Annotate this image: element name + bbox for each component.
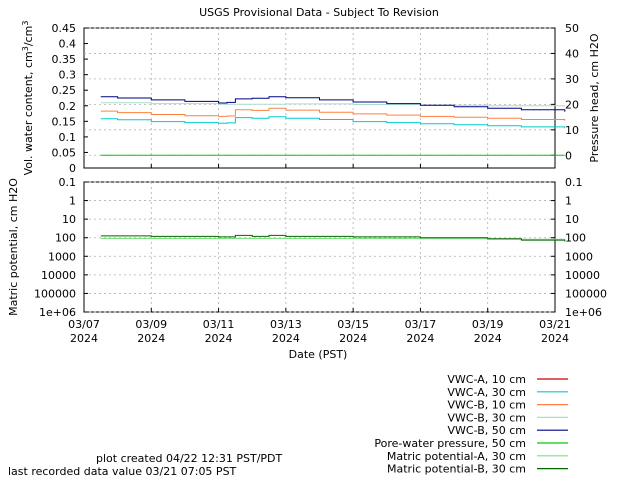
legend-label: VWC-A, 30 cm — [447, 386, 526, 399]
top-y-axis-label: Vol. water content, cm3/cm3 — [21, 21, 35, 176]
top-series-group — [100, 96, 566, 156]
x-tick-label-year: 2024 — [272, 332, 300, 345]
top-y2-tick-label: 10 — [565, 124, 579, 137]
top-y-tick-label: 0.3 — [59, 69, 77, 82]
legend-label: VWC-B, 30 cm — [448, 411, 526, 424]
legend-label: Matric potential-A, 30 cm — [387, 450, 526, 463]
bottom-y-tick-label: 1e+06 — [39, 306, 76, 319]
bottom-y-tick-label: 1 — [69, 195, 76, 208]
top-y-tick-label: 0.1 — [59, 131, 77, 144]
series-vwc-b-30-cm — [100, 102, 566, 107]
x-tick-label-date: 03/21 — [539, 318, 571, 331]
x-tick-label-year: 2024 — [474, 332, 502, 345]
bottom-series-group — [100, 234, 566, 242]
bottom-y-tick-label: 10 — [62, 213, 76, 226]
bottom-y-tick-label: 100000 — [34, 287, 76, 300]
bottom-y-tick-label-right: 0.1 — [565, 176, 583, 189]
x-tick-label-date: 03/17 — [405, 318, 437, 331]
series-matric-potential-b-30-cm — [100, 234, 566, 242]
last-recorded-note: last recorded data value 03/21 07:05 PST — [8, 465, 237, 478]
bottom-y-tick-label-right: 1000 — [565, 250, 593, 263]
x-tick-label-year: 2024 — [137, 332, 165, 345]
top-y-tick-label: 0 — [69, 162, 76, 175]
x-tick-label-year: 2024 — [541, 332, 569, 345]
top-y-tick-label: 0.45 — [52, 22, 77, 35]
x-tick-label-date: 03/15 — [337, 318, 369, 331]
bottom-grid — [83, 181, 556, 313]
top-y-tick-label: 0.05 — [52, 146, 77, 159]
series-vwc-b-10-cm — [100, 107, 566, 121]
bottom-y-tick-label-right: 1e+06 — [565, 306, 602, 319]
chart-title: USGS Provisional Data - Subject To Revis… — [199, 6, 439, 19]
legend-label: Matric potential-B, 30 cm — [387, 463, 526, 476]
top-y2-tick-label: 40 — [565, 47, 579, 60]
top-y2-tick-label: 20 — [565, 98, 579, 111]
top-y-axis: 0 0.05 0.1 0.15 0.2 0.25 0.3 0.35 0.4 0.45 — [52, 22, 88, 175]
top-y-tick-label: 0.25 — [52, 84, 77, 97]
bottom-y-tick-label: 0.1 — [59, 176, 77, 189]
bottom-y-tick-label-right: 100000 — [565, 287, 607, 300]
legend-label: VWC-B, 10 cm — [448, 399, 526, 412]
top-y2-tick-label: 30 — [565, 73, 579, 86]
top-y-tick-label: 0.4 — [59, 38, 77, 51]
top-y-tick-label: 0.2 — [59, 100, 77, 113]
bottom-y-tick-label-right: 1 — [565, 195, 572, 208]
x-axis-label: Date (PST) — [289, 348, 348, 361]
series-vwc-b-50-cm — [100, 96, 566, 112]
x-tick-label-year: 2024 — [339, 332, 367, 345]
x-tick-label-date: 03/19 — [472, 318, 504, 331]
bottom-plot-area — [83, 181, 556, 313]
bottom-y-tick-label: 1000 — [48, 250, 76, 263]
top-y2-axis-label: Pressure head, cm H2O — [588, 33, 601, 162]
bottom-y-tick-label-right: 100 — [565, 232, 586, 245]
x-tick-label-date: 03/13 — [270, 318, 302, 331]
bottom-y-axis-label: Matric potential, cm H2O — [7, 178, 20, 316]
legend-label: VWC-A, 10 cm — [447, 373, 526, 386]
top-y-tick-label: 0.35 — [52, 53, 77, 66]
x-tick-label-year: 2024 — [406, 332, 434, 345]
bottom-y-tick-label-right: 10000 — [565, 269, 600, 282]
bottom-y-axis: 0.1 0.1 1 1 10 10 100 100 1000 1000 10000 10000 1000… — [34, 176, 607, 319]
top-y2-tick-label: 0 — [565, 149, 572, 162]
x-tick-label-year: 2024 — [205, 332, 233, 345]
bottom-y-tick-label-right: 10 — [565, 213, 579, 226]
plot-created-note: plot created 04/22 12:31 PST/PDT — [96, 452, 283, 465]
x-tick-label-date: 03/07 — [68, 318, 100, 331]
x-axis: 03/07202403/09202403/11202403/13202403/1… — [68, 318, 571, 345]
legend-label: Pore-water pressure, 50 cm — [374, 437, 526, 450]
x-tick-label-year: 2024 — [70, 332, 98, 345]
bottom-y-tick-label: 100 — [55, 232, 76, 245]
x-tick-label-date: 03/09 — [135, 318, 167, 331]
top-y2-axis: 0 10 20 30 40 50 — [551, 22, 579, 162]
x-tick-label-date: 03/11 — [203, 318, 235, 331]
series-vwc-a-30-cm — [100, 116, 566, 129]
top-y-tick-label: 0.15 — [52, 115, 77, 128]
legend-label: VWC-B, 50 cm — [448, 424, 526, 437]
top-y2-tick-label: 50 — [565, 22, 579, 35]
bottom-y-tick-label: 10000 — [41, 269, 76, 282]
